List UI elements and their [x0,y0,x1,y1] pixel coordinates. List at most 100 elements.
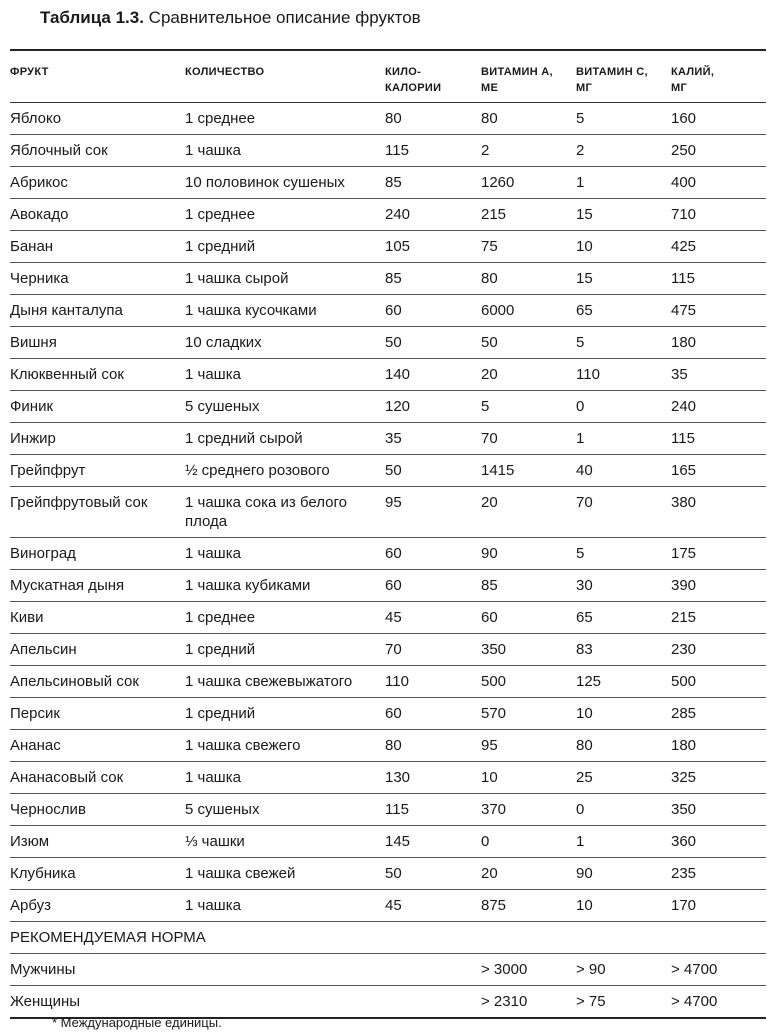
cell-vitamin-c: 0 [576,793,671,826]
table-row: Ананасовый сок 1 чашка 130 10 25 325 [10,761,766,794]
fruit-comparison-table: ФРУКТ КОЛИЧЕСТВО КИЛО- КАЛОРИИ ВИТАМИН А, М… [10,49,766,1019]
cell-potassium: 235 [671,857,766,890]
cell-potassium: 360 [671,825,766,858]
cell-potassium: 400 [671,166,766,199]
cell-potassium: 475 [671,294,766,327]
cell-fruit: Финик [10,390,185,423]
cell-vitamin-a: 85 [481,569,576,602]
cell-vitamin-a: 215 [481,198,576,231]
cell-quantity: 1 чашка свежего [185,729,385,762]
cell-quantity: 1 чашка [185,761,385,794]
cell-vitamin-c: 90 [576,857,671,890]
cell-quantity: ½ среднего розового [185,454,385,487]
cell-vitamin-c: 0 [576,390,671,423]
cell-potassium: > 4700 [671,953,766,986]
cell-potassium: 250 [671,134,766,167]
cell-quantity: 1 чашка [185,889,385,922]
cell-kcal [385,986,481,1019]
cell-vitamin-a: 1260 [481,166,576,199]
cell-quantity: 10 сладких [185,326,385,359]
cell-fruit: Персик [10,697,185,730]
cell-fruit: Клюквенный сок [10,358,185,391]
table-row: Черника 1 чашка сырой 85 80 15 115 [10,262,766,295]
cell-potassium: 285 [671,697,766,730]
cell-vitamin-c: 10 [576,697,671,730]
table-row: Дыня канталупа 1 чашка кусочками 60 6000 65 4… [10,294,766,327]
cell-vitamin-c: 1 [576,166,671,199]
cell-quantity: 1 чашка кусочками [185,294,385,327]
cell-vitamin-c: 15 [576,198,671,231]
table-row: Яблоко 1 среднее 80 80 5 160 [10,102,766,135]
cell-vitamin-a: > 2310 [481,993,528,1010]
table-row: Вишня 10 сладких 50 50 5 180 [10,326,766,359]
cell-potassium: 215 [671,601,766,634]
cell-kcal: 45 [385,889,481,922]
table-row: Арбуз 1 чашка 45 875 10 170 [10,889,766,922]
norm-heading: РЕКОМЕНДУЕМАЯ НОРМА [10,921,766,954]
cell-vitamin-c: 83 [576,633,671,666]
cell-quantity: ⅓ чашки [185,825,385,858]
cell-vitamin-a: 370 [481,793,576,826]
cell-fruit: Черника [10,262,185,295]
cell-quantity: 1 средний [185,230,385,263]
cell-potassium: 380 [671,486,766,538]
cell-vitamin-c: 1 [576,422,671,455]
cell-vitamin-a: > 3000 [481,953,576,986]
cell-potassium: 115 [671,262,766,295]
cell-kcal: 60 [385,697,481,730]
cell-potassium: 425 [671,230,766,263]
cell-fruit: Виноград [10,537,185,570]
cell-vitamin-c: 10 [576,230,671,263]
cell-vitamin-c: 65 [576,294,671,327]
cell-vitamin-c: 110 [576,358,671,391]
cell-vitamin-a: 0 [481,825,576,858]
cell-kcal: 35 [385,422,481,455]
cell-potassium: 180 [671,729,766,762]
cell-potassium: 175 [671,537,766,570]
cell-vitamin-a: 75 [481,230,576,263]
cell-vitamin-a: 20 [481,358,576,391]
cell-vitamin-a: 60 [481,601,576,634]
cell-vitamin-a: 5 [481,390,576,423]
cell-quantity: 5 сушеных [185,793,385,826]
cell-kcal: 60 [385,537,481,570]
cell-potassium: 180 [671,326,766,359]
table-row: Апельсиновый сок 1 чашка свежевыжатого 110… [10,665,766,698]
cell-vitamin-a: 20 [481,857,576,890]
cell-vitamin-a: 875 [481,889,576,922]
table-row: Апельсин 1 средний 70 350 83 230 [10,633,766,666]
cell-vitamin-a: 6000 [481,294,576,327]
table-row: Ананас 1 чашка свежего 80 95 80 180 [10,729,766,762]
column-header-vitamin-c: ВИТАМИН С, МГ [576,50,671,103]
cell-potassium: 165 [671,454,766,487]
table-row: Виноград 1 чашка 60 90 5 175 [10,537,766,570]
cell-kcal: 60 [385,294,481,327]
cell-quantity: 1 среднее [185,102,385,135]
cell-kcal: 115 [385,793,481,826]
cell-potassium: 325 [671,761,766,794]
cell-fruit: Яблочный сок [10,134,185,167]
cell-kcal: 130 [385,761,481,794]
cell-vitamin-a: 2 [481,134,576,167]
cell-quantity: 5 сушеных [185,390,385,423]
cell-vitamin-c: 2 [576,134,671,167]
cell-vitamin-a: 1415 [481,454,576,487]
cell-kcal: 70 [385,633,481,666]
cell-kcal: 50 [385,326,481,359]
cell-fruit: Абрикос [10,166,185,199]
cell-quantity: 1 средний сырой [185,422,385,455]
table-row: Абрикос 10 половинок сушеных 85 1260 1 400 [10,166,766,199]
cell-fruit: Инжир [10,422,185,455]
table-row: Персик 1 средний 60 570 10 285 [10,697,766,730]
table-number: Таблица 1.3. [40,8,144,27]
cell-quantity: 1 чашка кубиками [185,569,385,602]
cell-potassium: 115 [671,422,766,455]
column-header-vitamin-a: ВИТАМИН А, МЕ [481,50,576,103]
cell-fruit: Грейпфрут [10,454,185,487]
cell-fruit: Апельсиновый сок [10,665,185,698]
header-row: ФРУКТ КОЛИЧЕСТВО КИЛО- КАЛОРИИ ВИТАМИН А, М… [10,50,766,103]
table-row: Изюм ⅓ чашки 145 0 1 360 [10,825,766,858]
cell-vitamin-a: 70 [481,422,576,455]
cell-vitamin-a: 95 [481,729,576,762]
table-row: Чернослив 5 сушеных 115 370 0 350 [10,793,766,826]
